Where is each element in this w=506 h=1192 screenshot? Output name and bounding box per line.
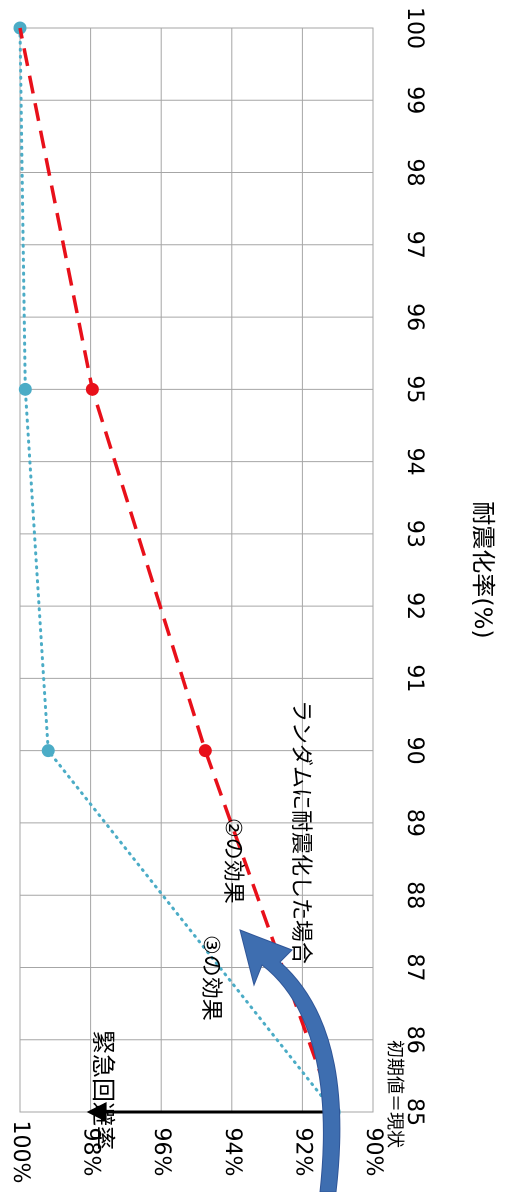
effect2-label: ②の効果 bbox=[220, 818, 245, 904]
x-tick-label: 92 bbox=[402, 592, 427, 620]
x-tick-label: 93 bbox=[402, 520, 427, 548]
x-tick-label: 91 bbox=[402, 664, 427, 692]
y-tick-label: 92% bbox=[290, 1128, 315, 1177]
axes: 85 86 87 88 89 90 91 92 93 94 95 96 97 98 99 100 90% 92% 9… bbox=[8, 7, 497, 1183]
random-label: ランダムに耐震化した場合 bbox=[288, 700, 313, 964]
effect3-label: ③の効果 bbox=[198, 935, 223, 1021]
x-tick-label: 100 bbox=[402, 7, 427, 49]
x-tick-label: 85 bbox=[402, 1098, 427, 1126]
x-axis-title: 耐震化率(%) bbox=[469, 501, 497, 639]
x-tick-label: 95 bbox=[402, 375, 427, 403]
series-point-1 bbox=[85, 382, 99, 396]
x-tick-label: 90 bbox=[402, 737, 427, 765]
x-tick-label: 88 bbox=[402, 881, 427, 909]
x-tick-label: 98 bbox=[402, 159, 427, 187]
x-tick-label: 99 bbox=[402, 86, 427, 114]
grid bbox=[19, 27, 374, 1113]
series-line-0 bbox=[18, 26, 336, 1114]
x-tick-label: 89 bbox=[402, 809, 427, 837]
y-tick-label: 100% bbox=[8, 1121, 33, 1184]
y-axis-title: 緊急回避率 bbox=[89, 1030, 117, 1150]
y-tick-label: 98% bbox=[79, 1128, 104, 1177]
series-point-0 bbox=[18, 382, 32, 396]
series-line-1 bbox=[18, 27, 336, 1113]
effect3-arrow-head bbox=[86, 1102, 107, 1122]
x-tick-label: 97 bbox=[402, 231, 427, 259]
x-tick-label: 96 bbox=[402, 303, 427, 331]
plot-area bbox=[20, 28, 373, 1112]
series-point-1 bbox=[198, 744, 212, 758]
x-tick-label: 86 bbox=[402, 1026, 427, 1054]
x-tick-label: 94 bbox=[402, 448, 427, 476]
initial-label: 初期値＝現状 bbox=[384, 1040, 405, 1148]
blue-curved-arrow bbox=[239, 929, 341, 1192]
y-tick-label: 96% bbox=[149, 1128, 174, 1177]
y-tick-label: 90% bbox=[361, 1128, 386, 1177]
series-point-0 bbox=[41, 744, 55, 758]
y-tick-label: 94% bbox=[220, 1128, 245, 1177]
x-tick-label: 87 bbox=[402, 953, 427, 981]
